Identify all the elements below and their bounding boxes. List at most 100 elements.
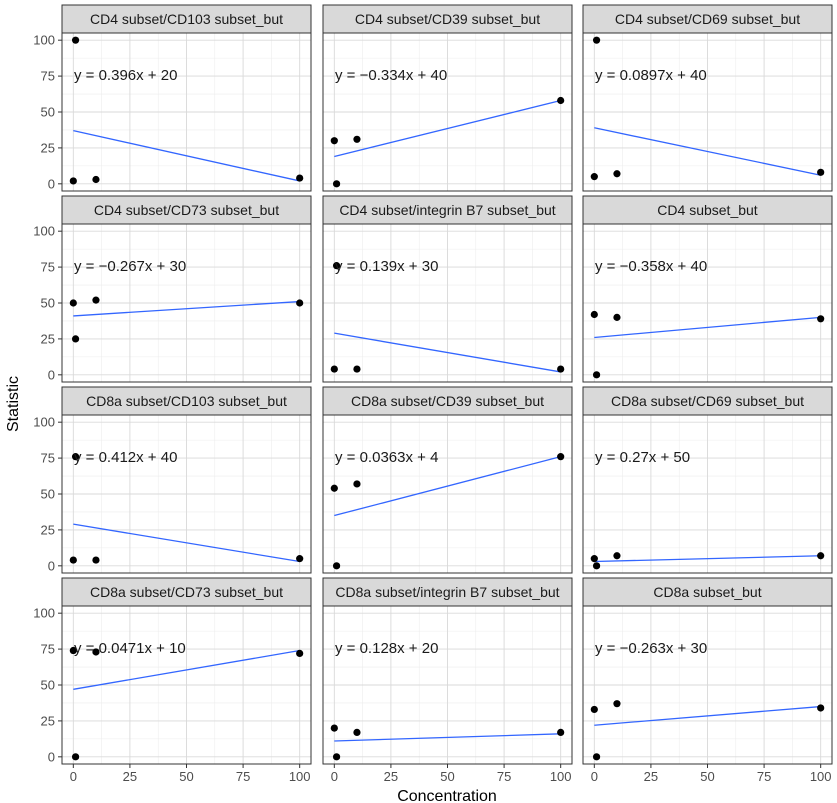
panel-9-strip	[582, 386, 833, 416]
panel-2-regression-line	[334, 99, 561, 158]
panel-6-regression-line	[594, 316, 821, 339]
panel-4-strip-title: CD4 subset/CD73 subset_but	[94, 202, 279, 218]
panel-5-point-4	[557, 365, 565, 373]
panel-1-equation: y = 0.396x + 20	[74, 67, 177, 84]
panel-5-point-3	[353, 365, 361, 373]
panel-2-border	[322, 32, 573, 192]
panel-11-x-tick-label: 0	[331, 769, 338, 784]
panel-12-x-tick-label: 25	[644, 769, 658, 784]
panel-12-x-tick-label: 50	[700, 769, 714, 784]
panel-11-point-1	[330, 724, 338, 732]
panel-4-y-tick-label: 0	[48, 367, 55, 382]
panel-5-point-2	[332, 262, 341, 270]
panel-12-x-tick-label: 0	[591, 769, 598, 784]
panel-8-strip-title: CD8a subset/CD39 subset_but	[351, 393, 544, 409]
panel-7-regression-line	[73, 523, 300, 563]
panel-10-point-1	[69, 646, 77, 655]
panel-4-strip	[61, 195, 312, 225]
panel-4-point-1	[69, 299, 77, 307]
panel-5-strip-title: CD4 subset/integrin B7 subset_but	[339, 202, 555, 218]
panel-4-point-4	[296, 299, 304, 307]
panel-5-border	[322, 223, 573, 383]
panel-9-point-3	[613, 552, 621, 560]
panel-8-equation: y = 0.0363x + 4	[335, 449, 438, 466]
panel-4-y-tick-label: 50	[41, 296, 55, 311]
panel-12-point-3	[613, 700, 621, 708]
panel-10-x-tick-label: 100	[289, 769, 311, 784]
panel-1-y-tick-label: 25	[41, 140, 55, 155]
panel-1-point-1	[69, 177, 77, 185]
panel-12-strip	[582, 577, 833, 607]
panel-8-regression-line	[334, 456, 561, 517]
panel-9-equation: y = 0.27x + 50	[595, 449, 690, 466]
panel-6-strip	[582, 195, 833, 225]
panel-11-equation: y = 0.128x + 20	[335, 640, 438, 657]
panel-1-y-tick-label: 100	[33, 33, 55, 48]
panel-7-point-3	[92, 556, 100, 564]
panel-11-strip-title: CD8a subset/integrin B7 subset_but	[335, 584, 559, 600]
panel-9-point-2	[592, 562, 601, 570]
panel-10-y-tick-label: 25	[41, 713, 55, 728]
panel-9-regression-line	[594, 555, 821, 563]
panel-9-point-1	[590, 555, 598, 563]
panel-11-x-tick-label: 50	[440, 769, 454, 784]
panel-3-equation: y = 0.0897x + 40	[595, 67, 707, 84]
panel-1-regression-line	[73, 130, 300, 182]
panel-10-y-tick-label: 75	[41, 642, 55, 657]
panel-6-point-3	[613, 313, 621, 321]
panel-7-y-tick-label: 100	[33, 415, 55, 430]
panel-1-strip	[61, 4, 312, 34]
panel-11-strip	[322, 577, 573, 607]
panel-7-point-4	[296, 555, 304, 563]
panel-3-border	[582, 32, 833, 192]
panel-10-point-3	[92, 648, 100, 656]
panel-2-strip-title: CD4 subset/CD39 subset_but	[355, 11, 540, 27]
panel-5-equation: y = 0.139x + 30	[335, 258, 438, 275]
panel-2-point-4	[557, 96, 565, 105]
panel-9-strip-title: CD8a subset/CD69 subset_but	[611, 393, 804, 409]
panel-4-y-tick-label: 75	[41, 260, 55, 275]
panel-10-x-tick-label: 75	[236, 769, 250, 784]
panel-7-y-tick-label: 75	[41, 451, 55, 466]
panel-10-point-4	[296, 649, 304, 658]
panel-8-strip	[322, 386, 573, 416]
x-axis-title: Concentration	[397, 788, 497, 803]
panel-12-x-tick-label: 75	[757, 769, 771, 784]
panel-4-regression-line	[73, 300, 300, 317]
panel-3-point-2	[592, 36, 601, 44]
panel-1-y-tick-label: 75	[41, 69, 55, 84]
panel-12-strip-title: CD8a subset_but	[653, 584, 761, 600]
panel-7-y-tick-label: 50	[41, 487, 55, 502]
panel-7-strip	[61, 386, 312, 416]
panel-4-y-tick-label: 25	[41, 331, 55, 346]
panel-1-point-4	[296, 174, 304, 182]
panel-9-point-4	[817, 552, 825, 560]
panel-10-x-tick-label: 25	[123, 769, 137, 784]
panel-6-point-4	[817, 315, 825, 323]
panel-5-regression-line	[334, 332, 561, 373]
panel-11-regression-line	[334, 733, 561, 742]
panel-11-x-tick-label: 75	[497, 769, 511, 784]
panel-9-border	[582, 414, 833, 574]
panel-6-point-2	[592, 371, 601, 379]
panel-10-y-tick-label: 100	[33, 606, 55, 621]
panel-12-point-2	[592, 753, 601, 761]
panel-2-point-3	[353, 135, 361, 143]
panel-8-border	[322, 414, 573, 574]
panel-5-strip	[322, 195, 573, 225]
panel-1-point-3	[92, 175, 100, 184]
panel-7-point-1	[69, 556, 77, 564]
panel-1-strip-title: CD4 subset/CD103 subset_but	[90, 11, 283, 27]
panel-3-strip	[582, 4, 833, 34]
panel-4-y-tick-label: 100	[33, 224, 55, 239]
panel-11-point-3	[353, 728, 361, 737]
panel-11-point-2	[332, 753, 341, 761]
